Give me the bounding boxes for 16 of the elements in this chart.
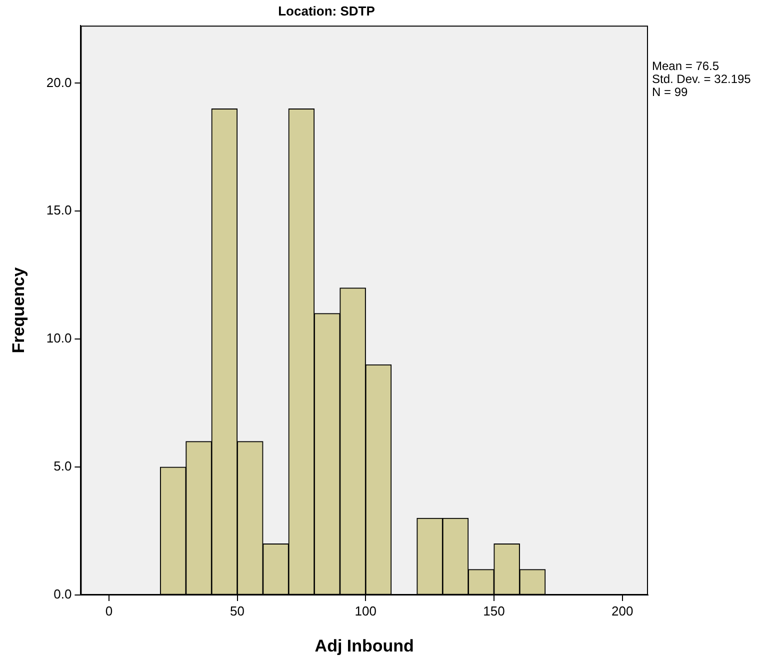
y-tick-label: 10.0 [46,330,72,346]
x-axis-title: Adj Inbound [314,636,414,656]
text: Std. Dev. = 32.195 [652,72,751,86]
x-tick-label: 150 [483,603,505,618]
chart-title: Location: SDTP [278,3,376,18]
text: N = 99 [652,85,689,99]
y-tick-label: 20.0 [46,74,72,90]
y-tick-label: 0.0 [54,586,72,602]
y-axis-title: Frequency [8,266,28,354]
x-tick-label: 50 [230,603,245,618]
y-tick-label: 5.0 [54,458,72,474]
y-tick-label: 15.0 [46,202,72,218]
x-tick-label: 0 [105,603,113,618]
text: Mean = 76.5 [652,59,720,73]
x-tick-label: 100 [354,603,376,618]
x-tick-label: 200 [611,603,634,618]
